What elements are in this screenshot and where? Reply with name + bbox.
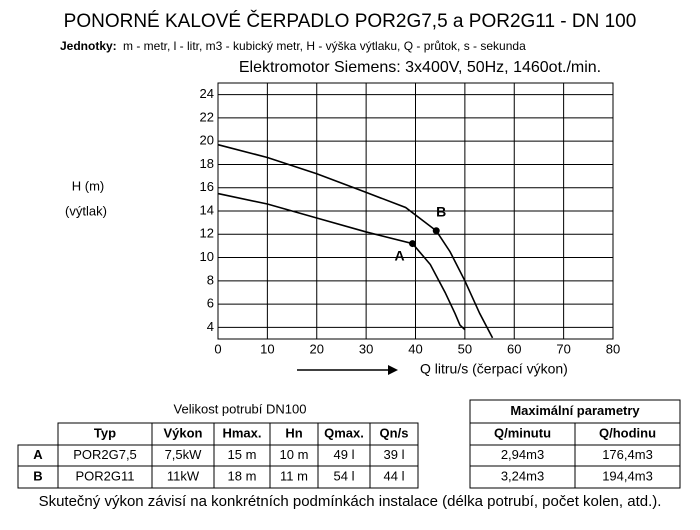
table-cell: 176,4m3 [602,447,653,462]
y-tick-label: 14 [200,202,214,217]
x-tick-label: 10 [260,341,274,356]
table-cell: 3,24m3 [501,468,544,483]
y-tick-label: 10 [200,249,214,264]
arrow-head [388,365,398,375]
page-title: PONORNÉ KALOVÉ ČERPADLO POR2G7,5 a POR2G… [64,10,637,32]
units-label: Jednotky: [60,39,117,53]
y-tick-label: 12 [200,226,214,241]
x-axis-label: Q litru/s (čerpací výkon) [420,361,568,377]
x-tick-label: 20 [310,341,324,356]
x-tick-label: 60 [507,341,521,356]
point-label: B [436,203,446,219]
curve [217,192,466,331]
x-tick-label: 80 [606,341,620,356]
table-cell: Q/minutu [494,425,551,440]
y-tick-label: 4 [207,319,214,334]
table-cell: 49 l [334,447,355,462]
y-tick-label: 16 [200,179,214,194]
table-cell: Hmax. [222,425,261,440]
table-caption: Velikost potrubí DN100 [174,401,307,416]
table-cell: 39 l [384,447,405,462]
table-cell: Maximální parametry [510,403,640,418]
units: m - metr, l - litr, m3 - kubický metr, H… [123,39,526,53]
table-cell: 44 l [384,468,405,483]
x-tick-label: 40 [408,341,422,356]
table-border [574,465,681,489]
y-tick-label: 18 [200,156,214,171]
table-border [369,465,419,489]
y-tick-label: 20 [200,133,214,148]
x-tick-label: 0 [214,341,221,356]
point-marker [432,227,440,235]
x-tick-label: 30 [359,341,373,356]
table-cell: Hn [285,425,302,440]
table-cell: POR2G11 [75,468,134,483]
y-axis-label: H (m) [72,178,105,193]
table-cell: 15 m [228,447,257,462]
y-tick-label: 22 [200,109,214,124]
table-cell: 11kW [167,468,200,483]
table-cell: 2,94m3 [501,447,544,462]
table-cell: Typ [94,425,116,440]
curve [217,143,494,339]
table-cell: B [33,468,42,483]
table-cell: 10 m [280,447,309,462]
table-cell: Q/hodinu [599,425,656,440]
table-cell: Qn/s [380,425,409,440]
x-tick-label: 70 [556,341,570,356]
y-tick-label: 6 [207,296,214,311]
table-cell: Výkon [163,425,202,440]
table-cell: A [33,447,43,462]
point-marker [409,240,417,248]
table-cell: Qmax. [324,425,364,440]
table-cell: 18 m [228,468,257,483]
table-cell: POR2G7,5 [73,447,137,462]
y-axis-note: (výtlak) [65,203,107,218]
table-cell: 54 l [334,468,355,483]
point-label: A [394,247,404,263]
table-cell: 11 m [280,468,308,483]
y-tick-label: 24 [200,86,214,101]
y-tick-label: 8 [207,272,214,287]
table-cell: 194,4m3 [602,468,653,483]
x-tick-label: 50 [458,341,472,356]
footer: Skutečný výkon závisí na konkrétních pod… [39,493,662,510]
table-cell: 7,5kW [165,447,203,462]
chart-title: Elektromotor Siemens: 3x400V, 50Hz, 1460… [239,59,601,76]
